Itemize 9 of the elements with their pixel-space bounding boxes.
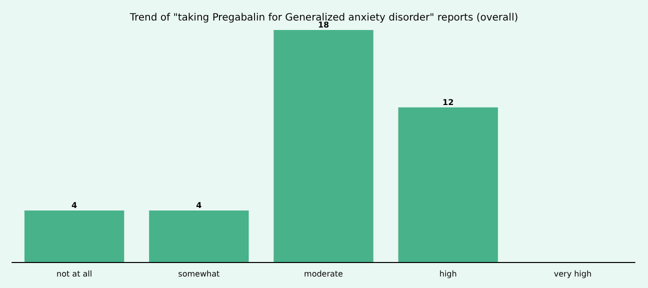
x-tick-label: not at all [56,270,92,278]
x-tick-label: high [439,270,457,278]
data-label: 4 [196,200,202,210]
x-tick-label: very high [554,270,592,278]
data-label: 12 [442,98,454,107]
x-tick-label: somewhat [178,270,220,278]
data-label: 18 [318,20,330,30]
data-label: 4 [72,200,78,210]
x-tick-label: moderate [304,270,344,278]
